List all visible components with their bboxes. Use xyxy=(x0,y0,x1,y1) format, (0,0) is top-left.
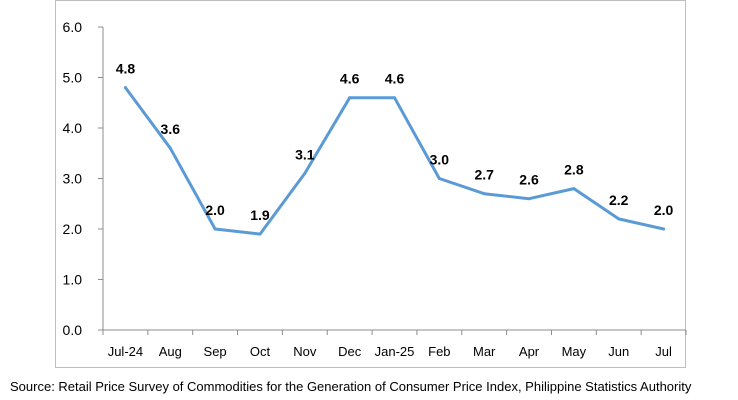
data-point xyxy=(168,146,172,150)
data-point xyxy=(213,227,217,231)
data-label: 4.6 xyxy=(340,71,360,87)
data-point xyxy=(303,171,307,175)
data-label: 2.0 xyxy=(205,202,225,218)
x-tick-label: Jun xyxy=(608,344,629,359)
y-tick-label: 6.0 xyxy=(63,19,83,35)
data-point xyxy=(482,192,486,196)
data-label: 2.2 xyxy=(609,192,629,208)
data-point xyxy=(123,86,127,90)
data-point xyxy=(348,96,352,100)
data-point xyxy=(527,197,531,201)
x-tick-label: Mar xyxy=(473,344,496,359)
y-tick-label: 5.0 xyxy=(63,70,83,86)
data-label: 1.9 xyxy=(250,207,270,223)
x-tick-label: Apr xyxy=(519,344,540,359)
x-tick-label: Aug xyxy=(159,344,182,359)
x-tick-label: Oct xyxy=(250,344,271,359)
x-tick-label: Dec xyxy=(338,344,362,359)
x-tick-label: Jul-24 xyxy=(108,344,143,359)
x-tick-label: Jan-25 xyxy=(375,344,415,359)
data-label: 3.0 xyxy=(430,152,450,168)
data-label: 2.7 xyxy=(474,167,494,183)
data-point xyxy=(617,217,621,221)
y-tick-label: 4.0 xyxy=(63,120,83,136)
data-label: 4.8 xyxy=(116,61,136,77)
data-point xyxy=(662,227,666,231)
y-tick-label: 3.0 xyxy=(63,171,83,187)
data-label: 2.8 xyxy=(564,162,584,178)
data-label: 3.1 xyxy=(295,146,315,162)
y-tick-label: 2.0 xyxy=(63,221,83,237)
x-tick-label: Jul xyxy=(655,344,672,359)
data-label: 2.6 xyxy=(519,172,539,188)
data-label: 4.6 xyxy=(385,71,405,87)
x-tick-label: May xyxy=(562,344,587,359)
x-tick-label: Nov xyxy=(293,344,317,359)
source-note: Source: Retail Price Survey of Commoditi… xyxy=(10,379,692,394)
data-point xyxy=(258,232,262,236)
data-label: 2.0 xyxy=(654,202,674,218)
x-tick-label: Sep xyxy=(204,344,227,359)
data-point xyxy=(437,177,441,180)
y-tick-label: 0.0 xyxy=(63,322,83,338)
line-chart: 0.0 1.0 2.0 3.0 4.0 5.0 6.0 Jul-24 Aug Sep Oct Nov D… xyxy=(63,19,687,359)
data-label: 3.6 xyxy=(161,121,181,137)
y-tick-label: 1.0 xyxy=(63,272,83,288)
chart-frame xyxy=(55,0,686,368)
data-point xyxy=(572,187,576,191)
x-tick-label: Feb xyxy=(428,344,450,359)
data-point xyxy=(393,96,396,100)
